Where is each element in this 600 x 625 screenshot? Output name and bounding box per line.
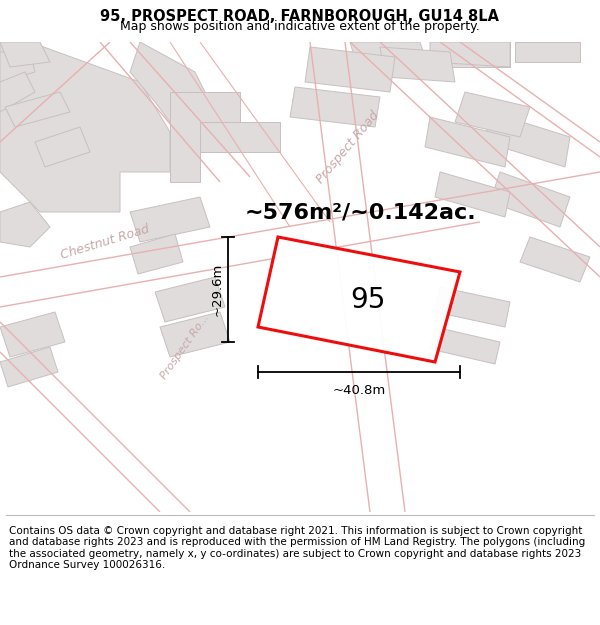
Polygon shape — [170, 92, 240, 182]
Polygon shape — [130, 42, 220, 142]
Polygon shape — [0, 312, 65, 357]
Text: ~40.8m: ~40.8m — [332, 384, 386, 397]
Text: Map shows position and indicative extent of the property.: Map shows position and indicative extent… — [120, 20, 480, 32]
Polygon shape — [130, 197, 210, 242]
Polygon shape — [0, 202, 50, 247]
Polygon shape — [0, 42, 50, 67]
Text: Contains OS data © Crown copyright and database right 2021. This information is : Contains OS data © Crown copyright and d… — [9, 526, 585, 571]
Polygon shape — [0, 347, 58, 387]
Polygon shape — [430, 42, 510, 67]
Polygon shape — [515, 42, 580, 62]
Polygon shape — [130, 234, 183, 274]
Polygon shape — [430, 327, 500, 364]
Polygon shape — [258, 237, 460, 362]
Polygon shape — [0, 52, 35, 82]
Polygon shape — [200, 122, 280, 152]
Polygon shape — [430, 42, 510, 67]
Polygon shape — [455, 92, 530, 137]
Polygon shape — [435, 172, 510, 217]
Text: ~29.6m: ~29.6m — [211, 262, 224, 316]
Polygon shape — [485, 112, 570, 167]
Text: 95, PROSPECT ROAD, FARNBOROUGH, GU14 8LA: 95, PROSPECT ROAD, FARNBOROUGH, GU14 8LA — [101, 9, 499, 24]
Text: Chestnut Road: Chestnut Road — [59, 222, 151, 262]
Text: ~576m²/~0.142ac.: ~576m²/~0.142ac. — [244, 202, 476, 222]
Polygon shape — [35, 127, 90, 167]
Polygon shape — [425, 117, 510, 167]
Polygon shape — [290, 87, 380, 127]
Polygon shape — [435, 287, 510, 327]
Polygon shape — [160, 312, 230, 357]
Text: 95: 95 — [350, 286, 385, 314]
Polygon shape — [305, 47, 395, 92]
Polygon shape — [520, 237, 590, 282]
Polygon shape — [350, 42, 430, 77]
Polygon shape — [155, 277, 225, 322]
Polygon shape — [5, 92, 70, 127]
Polygon shape — [380, 47, 455, 82]
Polygon shape — [0, 42, 170, 212]
Text: Prospect Ro...: Prospect Ro... — [159, 312, 211, 381]
Polygon shape — [0, 72, 35, 112]
Text: Prospect Road: Prospect Road — [314, 108, 382, 186]
Polygon shape — [490, 172, 570, 227]
